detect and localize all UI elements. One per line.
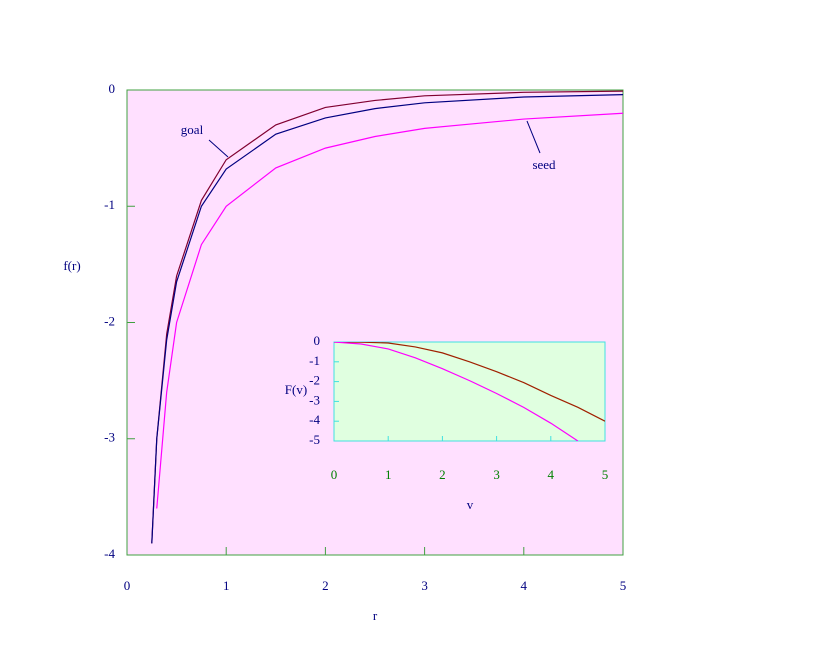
y-tick-label: -1 [309, 353, 320, 368]
x-tick-label: 3 [421, 578, 428, 593]
x-axis-label: r [373, 608, 378, 623]
y-tick-label: -3 [104, 430, 115, 445]
x-axis-label: v [467, 497, 474, 512]
series-label: seed [532, 157, 556, 172]
x-tick-label: 3 [493, 467, 500, 482]
x-tick-label: 4 [548, 467, 555, 482]
y-axis-label: F(v) [285, 382, 307, 397]
y-tick-label: -5 [309, 432, 320, 447]
y-tick-label: -3 [309, 392, 320, 407]
data-line [151, 94, 623, 544]
x-tick-label: 0 [124, 578, 131, 593]
x-tick-label: 1 [223, 578, 230, 593]
y-tick-label: -1 [104, 197, 115, 212]
x-tick-label: 0 [331, 467, 338, 482]
y-axis-label: f(r) [63, 258, 80, 273]
label-pointer [208, 139, 229, 158]
x-tick-label: 5 [620, 578, 627, 593]
x-tick-label: 1 [385, 467, 392, 482]
y-tick-label: 0 [314, 333, 321, 348]
x-tick-label: 2 [439, 467, 446, 482]
data-line [156, 112, 623, 509]
plot-background [126, 89, 624, 556]
label-pointer [526, 120, 541, 154]
y-tick-label: 0 [109, 81, 116, 96]
y-tick-label: -4 [309, 412, 320, 427]
series-label: goal [181, 122, 204, 137]
plot-background [333, 341, 606, 442]
y-tick-label: -2 [309, 373, 320, 388]
data-line [334, 342, 579, 441]
data-line [334, 342, 605, 422]
y-tick-label: -4 [104, 546, 115, 561]
x-tick-label: 4 [521, 578, 528, 593]
y-tick-label: -2 [104, 313, 115, 328]
x-tick-label: 2 [322, 578, 329, 593]
x-tick-label: 5 [602, 467, 609, 482]
